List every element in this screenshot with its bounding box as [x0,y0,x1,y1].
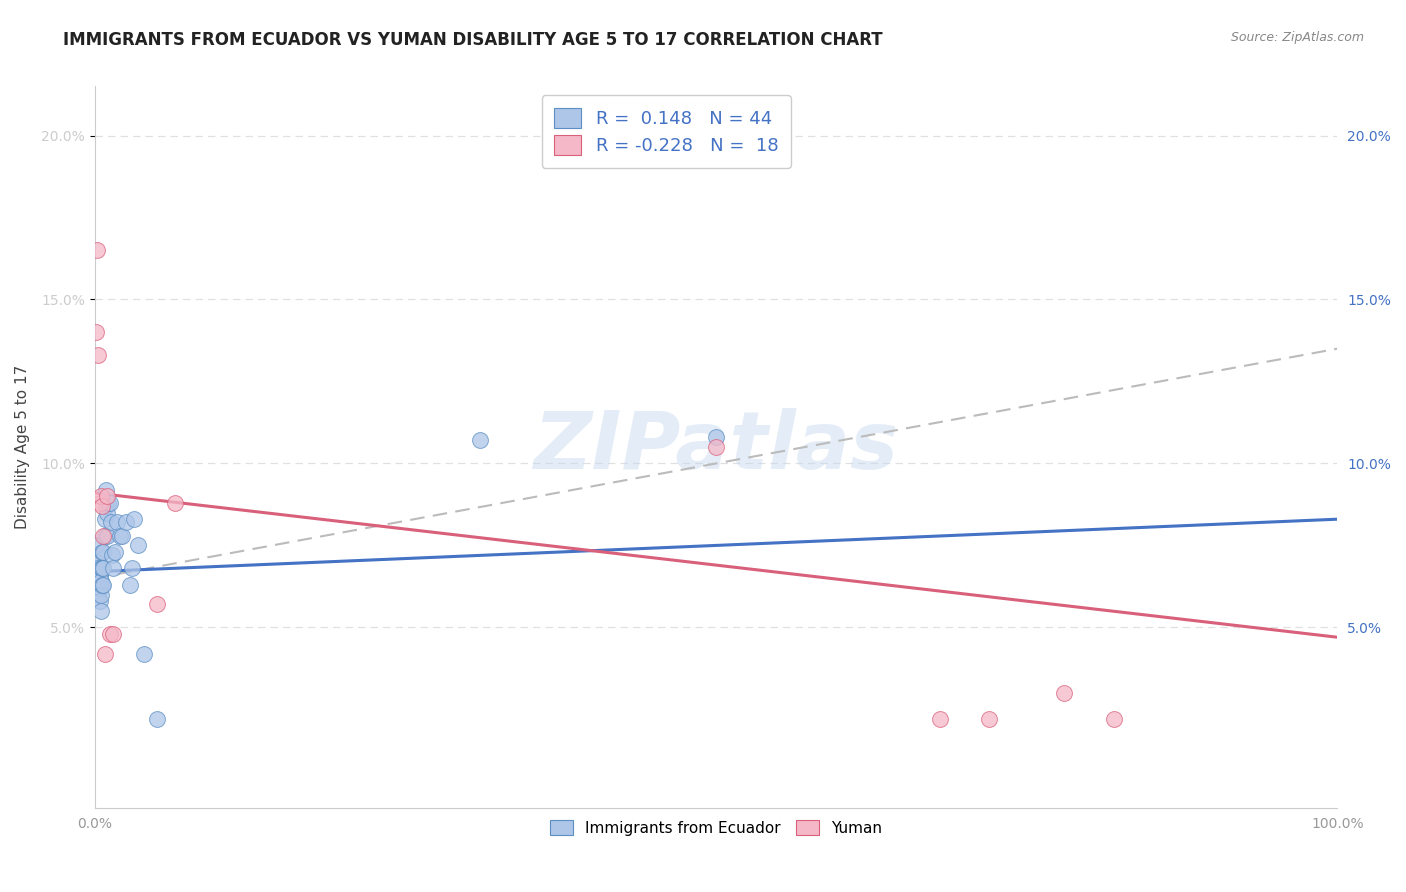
Point [86,244,108,258]
Point [89,594,111,608]
Point [87,574,110,589]
Point [87,348,110,362]
Point [93,545,115,559]
Point [103,561,125,575]
Point [111,528,134,542]
Point [91,578,114,592]
Point [1053,686,1076,700]
Point [90,489,112,503]
Point [118,578,141,592]
Y-axis label: Disability Age 5 to 17: Disability Age 5 to 17 [15,365,30,529]
Point [979,712,1001,726]
Text: Source: ZipAtlas.com: Source: ZipAtlas.com [1230,31,1364,45]
Point [146,598,169,612]
Point [94,499,117,513]
Point [105,516,128,530]
Point [93,528,115,542]
Point [89,496,111,510]
Point [108,528,131,542]
Point [84,326,107,340]
Point [90,604,112,618]
Point [84,555,107,569]
Point [134,647,156,661]
Point [90,574,112,589]
Point [127,538,149,552]
Point [96,506,118,520]
Point [704,430,727,444]
Point [87,588,110,602]
Point [93,528,115,542]
Point [928,712,950,726]
Point [93,512,115,526]
Point [86,555,108,569]
Point [96,528,118,542]
Point [91,545,114,559]
Point [124,512,146,526]
Legend: Immigrants from Ecuador, Yuman: Immigrants from Ecuador, Yuman [543,812,890,844]
Point [94,483,117,497]
Point [146,712,169,726]
Point [101,548,124,562]
Point [165,496,187,510]
Point [93,647,115,661]
Point [86,538,108,552]
Point [96,489,118,503]
Point [98,627,121,641]
Point [98,496,121,510]
Point [103,627,125,641]
Point [90,588,112,602]
Point [468,434,491,448]
Point [89,568,111,582]
Point [114,516,136,530]
Point [97,496,120,510]
Point [1102,712,1125,726]
Point [104,545,127,559]
Point [93,578,115,592]
Point [84,571,107,585]
Point [91,499,114,513]
Point [121,561,143,575]
Point [87,561,110,575]
Point [90,561,112,575]
Point [100,516,122,530]
Point [704,440,727,454]
Text: IMMIGRANTS FROM ECUADOR VS YUMAN DISABILITY AGE 5 TO 17 CORRELATION CHART: IMMIGRANTS FROM ECUADOR VS YUMAN DISABIL… [63,31,883,49]
Point [89,581,111,595]
Text: ZIPatlas: ZIPatlas [533,408,898,486]
Point [93,561,115,575]
Point [91,561,114,575]
